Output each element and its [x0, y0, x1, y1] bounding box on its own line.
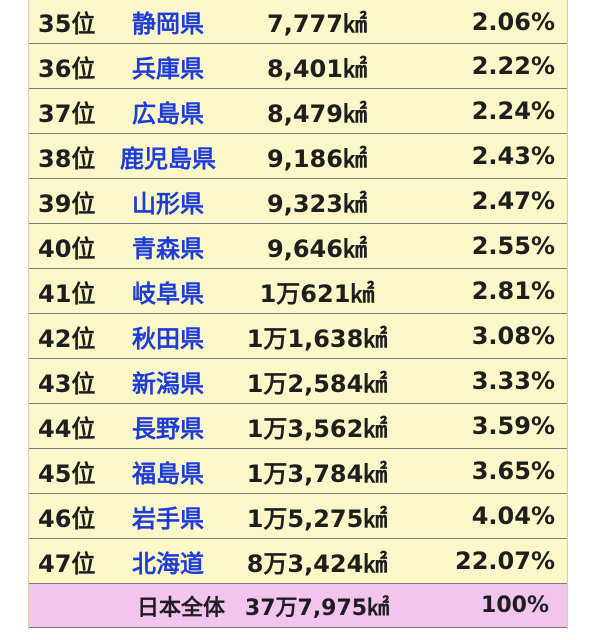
total-row: 日本全体 37万7,975㎢ 100%: [29, 583, 567, 628]
rank-cell: 39位: [29, 178, 111, 224]
share-cell: 3.08%: [409, 313, 567, 359]
table-row: 47位 北海道 8万3,424㎢ 22.07%: [29, 538, 567, 584]
prefecture-cell: 広島県: [111, 88, 225, 134]
prefecture-cell: 兵庫県: [111, 43, 225, 89]
share-cell: 2.43%: [409, 133, 567, 179]
area-cell: 9,186㎢: [225, 133, 409, 179]
area-cell: 7,777㎢: [225, 0, 409, 44]
share-cell: 2.06%: [409, 0, 567, 44]
area-cell: 8万3,424㎢: [225, 538, 409, 584]
share-cell: 2.81%: [409, 268, 567, 314]
area-cell: 1万2,584㎢: [225, 358, 409, 404]
prefecture-cell: 岩手県: [111, 493, 225, 539]
share-cell: 2.22%: [409, 43, 567, 89]
area-cell: 9,646㎢: [225, 223, 409, 269]
area-cell: 1万3,784㎢: [225, 448, 409, 494]
total-share-cell: 100%: [409, 583, 567, 628]
table-row: 43位 新潟県 1万2,584㎢ 3.33%: [29, 358, 567, 404]
prefecture-cell: 山形県: [111, 178, 225, 224]
share-cell: 3.59%: [409, 403, 567, 449]
total-area-cell: 37万7,975㎢: [225, 583, 409, 628]
table-row: 37位 広島県 8,479㎢ 2.24%: [29, 88, 567, 134]
prefecture-cell: 福島県: [111, 448, 225, 494]
rank-cell: 46位: [29, 493, 111, 539]
prefecture-cell: 長野県: [111, 403, 225, 449]
area-cell: 1万1,638㎢: [225, 313, 409, 359]
prefecture-cell: 秋田県: [111, 313, 225, 359]
share-cell: 3.65%: [409, 448, 567, 494]
total-label-cell: 日本全体: [111, 583, 225, 628]
area-cell: 8,401㎢: [225, 43, 409, 89]
area-cell: 9,323㎢: [225, 178, 409, 224]
table-row: 42位 秋田県 1万1,638㎢ 3.08%: [29, 313, 567, 359]
rank-cell: 35位: [29, 0, 111, 44]
rank-cell: 40位: [29, 223, 111, 269]
rank-cell: 36位: [29, 43, 111, 89]
table-row: 36位 兵庫県 8,401㎢ 2.22%: [29, 43, 567, 89]
table-row: 44位 長野県 1万3,562㎢ 3.59%: [29, 403, 567, 449]
prefecture-cell: 青森県: [111, 223, 225, 269]
table-body: 35位 静岡県 7,777㎢ 2.06% 36位 兵庫県 8,401㎢ 2.22…: [29, 0, 567, 628]
total-rank-cell: [29, 583, 111, 628]
rank-cell: 43位: [29, 358, 111, 404]
prefecture-cell: 新潟県: [111, 358, 225, 404]
share-cell: 4.04%: [409, 493, 567, 539]
area-cell: 8,479㎢: [225, 88, 409, 134]
area-cell: 1万621㎢: [225, 268, 409, 314]
rank-cell: 42位: [29, 313, 111, 359]
share-cell: 3.33%: [409, 358, 567, 404]
table-row: 38位 鹿児島県 9,186㎢ 2.43%: [29, 133, 567, 179]
area-cell: 1万3,562㎢: [225, 403, 409, 449]
rank-cell: 44位: [29, 403, 111, 449]
table-row: 46位 岩手県 1万5,275㎢ 4.04%: [29, 493, 567, 539]
rank-cell: 47位: [29, 538, 111, 584]
share-cell: 2.24%: [409, 88, 567, 134]
table-row: 39位 山形県 9,323㎢ 2.47%: [29, 178, 567, 224]
rank-cell: 38位: [29, 133, 111, 179]
share-cell: 2.47%: [409, 178, 567, 224]
prefecture-cell: 北海道: [111, 538, 225, 584]
table-row: 40位 青森県 9,646㎢ 2.55%: [29, 223, 567, 269]
table-row: 45位 福島県 1万3,784㎢ 3.65%: [29, 448, 567, 494]
area-ranking-table: 35位 静岡県 7,777㎢ 2.06% 36位 兵庫県 8,401㎢ 2.22…: [29, 0, 567, 628]
rank-cell: 37位: [29, 88, 111, 134]
share-cell: 2.55%: [409, 223, 567, 269]
table-row: 35位 静岡県 7,777㎢ 2.06%: [29, 0, 567, 44]
prefecture-cell: 岐阜県: [111, 268, 225, 314]
share-cell: 22.07%: [409, 538, 567, 584]
area-cell: 1万5,275㎢: [225, 493, 409, 539]
rank-cell: 45位: [29, 448, 111, 494]
rank-cell: 41位: [29, 268, 111, 314]
prefecture-area-table: 35位 静岡県 7,777㎢ 2.06% 36位 兵庫県 8,401㎢ 2.22…: [28, 0, 568, 629]
prefecture-cell: 静岡県: [111, 0, 225, 44]
prefecture-cell: 鹿児島県: [111, 133, 225, 179]
table-row: 41位 岐阜県 1万621㎢ 2.81%: [29, 268, 567, 314]
